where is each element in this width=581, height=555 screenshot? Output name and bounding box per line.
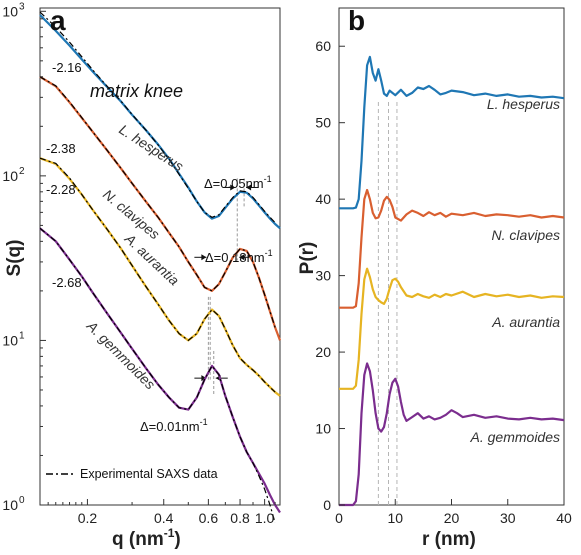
species-label-b-1: L. hesperus: [487, 96, 560, 112]
y-tick-label-b-2: 10: [315, 421, 331, 437]
y-tick-label-b-1: 0: [323, 497, 331, 513]
panel-b-guides: [377, 99, 398, 505]
y-tick-label-b-6: 50: [315, 115, 331, 131]
species-label-b-3: A. aurantia: [491, 314, 560, 330]
x-tick-label-b-2: 10: [387, 510, 403, 526]
y-tick-label-b-5: 40: [315, 191, 331, 207]
delta-arrowhead-1-right: [246, 184, 252, 191]
series-line-a-1: [39, 14, 281, 230]
slope-label-2: -2.38: [46, 141, 76, 156]
slope-label-4: -2.68: [52, 275, 82, 290]
y-tick-label-a-3: 10: [2, 168, 18, 184]
delta-label-2: Δ=0.18nm-1: [205, 248, 273, 265]
x-tick-label-b-5: 40: [556, 510, 572, 526]
panel-a-experimental: [39, 11, 276, 523]
legend-label: Experimental SAXS data: [80, 467, 218, 481]
experimental-line-1: [39, 11, 276, 224]
species-label-b-2: N. clavipes: [492, 227, 560, 243]
series-line-b-4: [339, 362, 565, 507]
slope-label-3: -2.28: [46, 182, 76, 197]
panel-a-frame: [39, 7, 281, 506]
delta-arrowhead-2-left: [201, 254, 207, 261]
y-tick-label-b-4: 30: [315, 268, 331, 284]
experimental-line-2: [39, 76, 276, 328]
y-tick-label-a-1: 10: [2, 497, 18, 513]
y-tick-label-b-7: 60: [315, 38, 331, 54]
legend: Experimental SAXS data: [46, 467, 218, 481]
species-label-b-4: A. gemmoides: [470, 429, 560, 445]
y-axis-label-b: P(r): [297, 242, 318, 275]
x-tick-label-a-3: 0.6: [199, 510, 219, 526]
panel-b: 0 10 20 30 40 0 10 20 30 40 50 60 b L. hesperus N. …: [297, 5, 572, 550]
y-tick-label-a-4: 10: [2, 3, 18, 19]
x-tick-label-a-2: 0.4: [154, 510, 174, 526]
x-tick-label-b-3: 20: [444, 510, 460, 526]
x-tick-label-b-4: 30: [500, 510, 516, 526]
x-axis-label-b: r (nm): [422, 529, 476, 550]
x-tick-label-a-4: 0.8: [230, 510, 250, 526]
series-line-a-4: [39, 227, 281, 514]
y-tick-exp-a-1: 0: [19, 495, 25, 506]
y-axis-label-a: S(q): [4, 240, 25, 277]
delta-arrowhead-2-right: [239, 254, 245, 261]
delta-arrowhead-3-left: [201, 375, 207, 382]
y-tick-exp-a-4: 3: [19, 1, 25, 12]
y-tick-label-b-3: 20: [315, 344, 331, 360]
series-line-b-2: [339, 188, 565, 309]
panel-a-guides: [194, 178, 259, 395]
y-tick-label-a-2: 10: [2, 332, 18, 348]
x-tick-label-a-5: 1.0: [255, 510, 275, 526]
delta-label-3: Δ=0.01nm-1: [140, 417, 208, 434]
x-tick-label-b-1: 0: [335, 510, 343, 526]
panel-b-ticks: 0 10 20 30 40 0 10 20 30 40 50 60: [315, 38, 572, 526]
x-tick-label-a-1: 0.2: [78, 510, 98, 526]
matrix-knee-label: matrix knee: [90, 81, 183, 101]
delta-label-1: Δ=0.05nm-1: [204, 174, 272, 191]
series-line-b-3: [339, 267, 565, 390]
series-line-b-1: [339, 55, 565, 210]
experimental-line-4: [39, 227, 276, 523]
y-tick-exp-a-3: 2: [19, 166, 25, 177]
panel-b-letter: b: [348, 5, 365, 36]
x-axis-label-a: q (nm-1): [112, 526, 181, 550]
panel-b-series: [339, 55, 565, 507]
slope-label-1: -2.16: [52, 60, 82, 75]
delta-arrowhead-1-left: [230, 184, 236, 191]
y-tick-exp-a-2: 1: [19, 330, 25, 341]
panel-a-letter: a: [50, 5, 66, 36]
experimental-line-3: [39, 157, 276, 393]
